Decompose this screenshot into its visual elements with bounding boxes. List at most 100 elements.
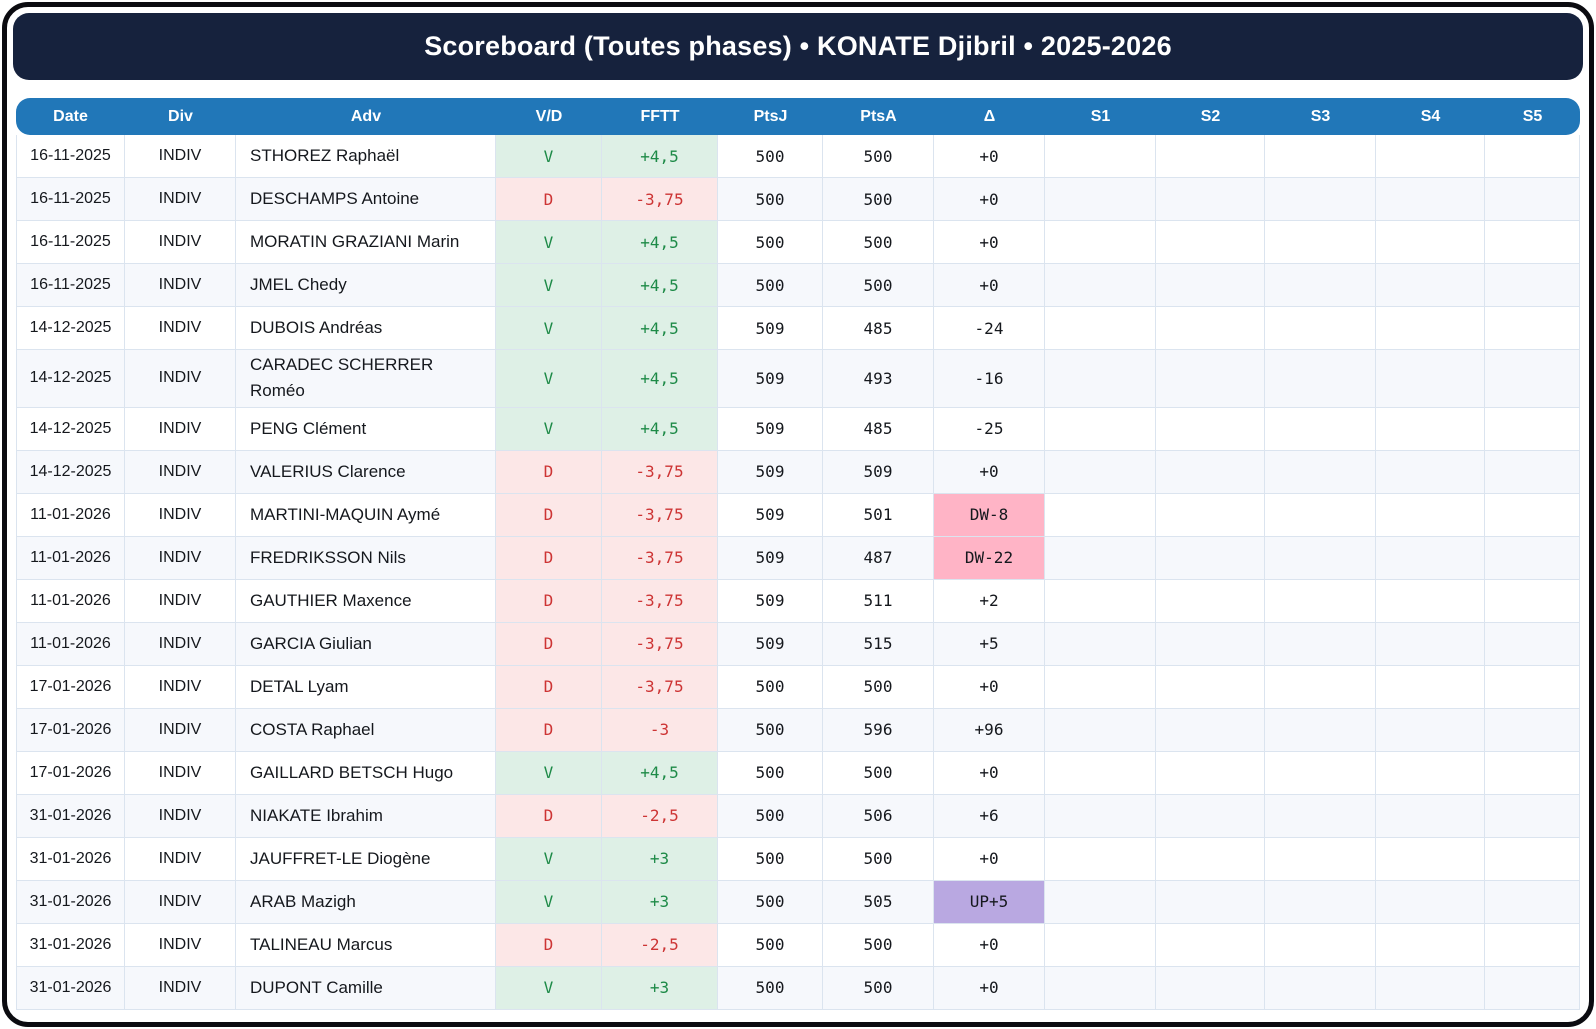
cell-ptsj: 509: [718, 450, 823, 494]
cell-ptsj: 509: [718, 622, 823, 666]
cell-adv: CARADEC SCHERRER Roméo: [236, 350, 496, 408]
cell-adv: JMEL Chedy: [236, 264, 496, 307]
cell-s1: [1045, 493, 1156, 537]
cell-vd: V: [496, 307, 602, 350]
cell-s3: [1265, 708, 1376, 752]
cell-delta: +96: [934, 708, 1045, 752]
cell-s3: [1265, 350, 1376, 408]
cell-s2: [1156, 923, 1265, 967]
cell-s4: [1376, 450, 1485, 494]
table-row: 17-01-2026 INDIV DETAL Lyam D -3,75 500 500 +0: [16, 665, 1580, 709]
cell-div: INDIV: [125, 837, 236, 881]
cell-vd: V: [496, 221, 602, 264]
cell-date: 11-01-2026: [16, 622, 125, 666]
cell-s4: [1376, 837, 1485, 881]
cell-adv: DESCHAMPS Antoine: [236, 178, 496, 221]
cell-s5: [1485, 493, 1580, 537]
page-title-banner: Scoreboard (Toutes phases) • KONATE Djib…: [13, 13, 1583, 80]
cell-ptsa: 500: [823, 178, 934, 221]
cell-vd: V: [496, 966, 602, 1010]
table-row: 11-01-2026 INDIV MARTINI-MAQUIN Aymé D -3,75…: [16, 493, 1580, 537]
cell-delta: +0: [934, 221, 1045, 264]
cell-delta: +0: [934, 450, 1045, 494]
cell-ptsj: 500: [718, 221, 823, 264]
cell-ptsj: 500: [718, 966, 823, 1010]
cell-delta: DW-22: [934, 536, 1045, 580]
cell-ptsj: 500: [718, 880, 823, 924]
cell-vd: D: [496, 450, 602, 494]
cell-s5: [1485, 178, 1580, 221]
cell-s5: [1485, 665, 1580, 709]
cell-ptsj: 500: [718, 264, 823, 307]
column-header-s5: S5: [1485, 98, 1580, 135]
column-header-div: Div: [125, 98, 236, 135]
cell-s5: [1485, 880, 1580, 924]
cell-s1: [1045, 536, 1156, 580]
cell-div: INDIV: [125, 708, 236, 752]
cell-date: 14-12-2025: [16, 407, 125, 451]
cell-date: 16-11-2025: [16, 178, 125, 221]
cell-vd: V: [496, 751, 602, 795]
table-row: 31-01-2026 INDIV ARAB Mazigh V +3 500 505 UP+5: [16, 880, 1580, 924]
cell-s3: [1265, 751, 1376, 795]
cell-fftt: +4,5: [602, 264, 718, 307]
cell-s1: [1045, 350, 1156, 408]
cell-s2: [1156, 450, 1265, 494]
cell-s4: [1376, 880, 1485, 924]
table-row: 31-01-2026 INDIV JAUFFRET-LE Diogène V +3 500…: [16, 837, 1580, 881]
cell-s1: [1045, 708, 1156, 752]
cell-vd: D: [496, 579, 602, 623]
cell-date: 11-01-2026: [16, 579, 125, 623]
cell-vd: D: [496, 536, 602, 580]
cell-s5: [1485, 622, 1580, 666]
cell-fftt: -3,75: [602, 450, 718, 494]
table-row: 14-12-2025 INDIV CARADEC SCHERRER Roméo V +4…: [16, 350, 1580, 408]
cell-ptsj: 509: [718, 407, 823, 451]
cell-ptsj: 500: [718, 665, 823, 709]
cell-vd: D: [496, 178, 602, 221]
cell-vd: V: [496, 837, 602, 881]
cell-div: INDIV: [125, 923, 236, 967]
cell-delta: +0: [934, 178, 1045, 221]
table-row: 11-01-2026 INDIV GARCIA Giulian D -3,75 509 51…: [16, 622, 1580, 666]
cell-div: INDIV: [125, 135, 236, 178]
cell-fftt: +3: [602, 966, 718, 1010]
cell-s4: [1376, 923, 1485, 967]
cell-s2: [1156, 622, 1265, 666]
cell-ptsj: 500: [718, 837, 823, 881]
cell-s4: [1376, 221, 1485, 264]
cell-s4: [1376, 751, 1485, 795]
table-row: 16-11-2025 INDIV MORATIN GRAZIANI Marin V +4…: [16, 221, 1580, 264]
cell-div: INDIV: [125, 350, 236, 408]
cell-s3: [1265, 837, 1376, 881]
cell-adv: COSTA Raphael: [236, 708, 496, 752]
column-header-date: Date: [16, 98, 125, 135]
cell-fftt: +4,5: [602, 135, 718, 178]
cell-ptsj: 500: [718, 178, 823, 221]
table-body: 16-11-2025 INDIV STHOREZ Raphaël V +4,5 500 50…: [16, 135, 1580, 1010]
cell-s5: [1485, 536, 1580, 580]
table-row: 11-01-2026 INDIV FREDRIKSSON Nils D -3,75 509…: [16, 536, 1580, 580]
cell-adv: STHOREZ Raphaël: [236, 135, 496, 178]
cell-s4: [1376, 622, 1485, 666]
column-header-ptsa: PtsA: [823, 98, 934, 135]
cell-div: INDIV: [125, 880, 236, 924]
cell-vd: D: [496, 493, 602, 537]
cell-vd: V: [496, 135, 602, 178]
cell-s3: [1265, 221, 1376, 264]
table-header-row: Date Div Adv V/D FFTT PtsJ PtsA Δ S1 S2 S3 S4 S5: [16, 98, 1580, 135]
cell-div: INDIV: [125, 407, 236, 451]
cell-s1: [1045, 135, 1156, 178]
cell-s2: [1156, 665, 1265, 709]
cell-fftt: +4,5: [602, 350, 718, 408]
table-row: 14-12-2025 INDIV DUBOIS Andréas V +4,5 509 485…: [16, 307, 1580, 350]
cell-s3: [1265, 450, 1376, 494]
cell-fftt: +3: [602, 880, 718, 924]
column-header--: Δ: [934, 98, 1045, 135]
cell-delta: +0: [934, 751, 1045, 795]
cell-s5: [1485, 450, 1580, 494]
cell-s1: [1045, 880, 1156, 924]
table-row: 14-12-2025 INDIV VALERIUS Clarence D -3,75 50…: [16, 450, 1580, 494]
cell-date: 31-01-2026: [16, 966, 125, 1010]
cell-div: INDIV: [125, 493, 236, 537]
